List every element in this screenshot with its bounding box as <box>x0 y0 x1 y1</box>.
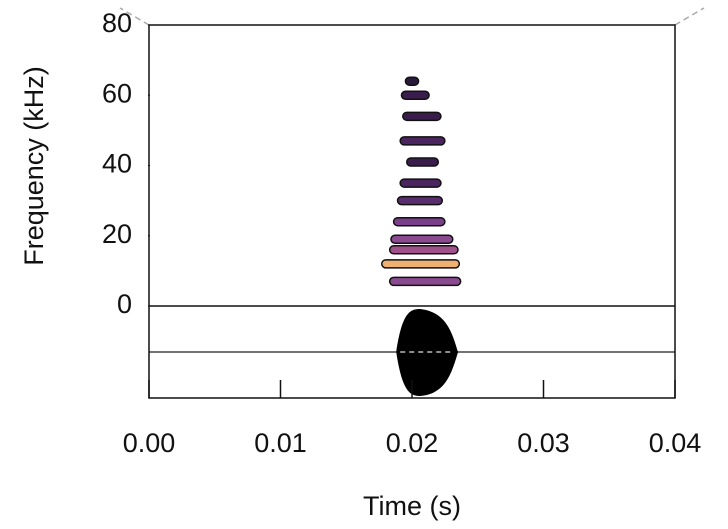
zoom-guide <box>119 7 150 26</box>
x-tick-label: 0.03 <box>517 428 570 458</box>
x-axis-label: Time (s) <box>363 491 461 521</box>
harmonic-band <box>402 111 442 122</box>
harmonic-band <box>399 178 442 188</box>
harmonic-band <box>404 76 420 86</box>
waveform <box>396 309 459 396</box>
y-tick-label: 0 <box>117 289 132 319</box>
harmonic-band <box>396 195 443 206</box>
zoom-guide <box>674 7 705 26</box>
x-tick-label: 0.04 <box>649 428 702 458</box>
harmonic-band <box>399 136 446 146</box>
y-tick-label: 60 <box>102 78 132 108</box>
harmonic-band <box>381 259 461 269</box>
y-tick-label: 40 <box>102 149 132 179</box>
harmonic-band <box>390 234 454 245</box>
x-tick-label: 0.01 <box>254 428 307 458</box>
y-axis-label: Frequency (kHz) <box>19 66 49 266</box>
y-tick-label: 80 <box>102 8 132 38</box>
harmonic-band <box>400 90 430 100</box>
y-tick-label: 20 <box>102 219 132 249</box>
x-tick-label: 0.00 <box>123 428 176 458</box>
harmonic-band <box>405 157 440 167</box>
harmonic-band <box>388 276 462 287</box>
harmonic-band <box>388 245 459 255</box>
x-tick-label: 0.02 <box>386 428 439 458</box>
harmonic-band <box>392 216 446 227</box>
